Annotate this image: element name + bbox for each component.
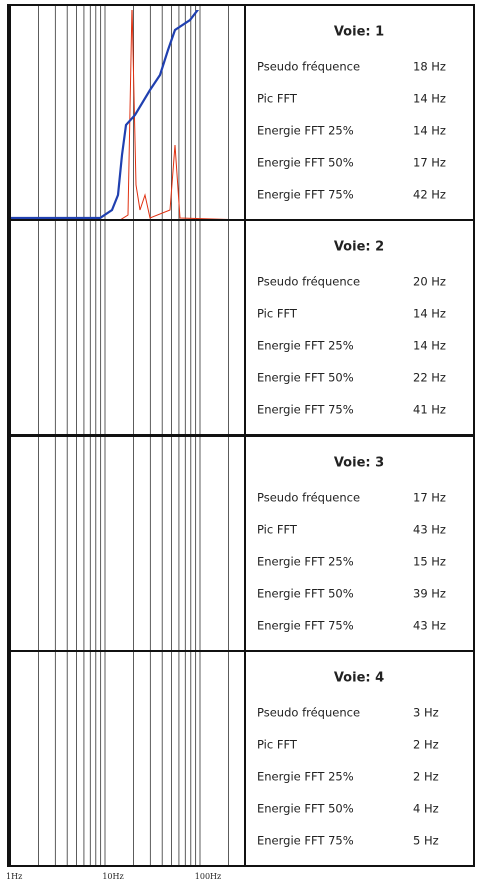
row-value: 43 Hz [413, 523, 446, 537]
row-value: 17 Hz [413, 156, 446, 170]
row-value: 17 Hz [413, 491, 446, 505]
row-value: 39 Hz [413, 587, 446, 601]
row-label: Energie FFT 25% [257, 555, 354, 569]
row-value: 14 Hz [413, 307, 446, 321]
row-label: Pic FFT [257, 738, 298, 752]
row-value: 20 Hz [413, 275, 446, 289]
fft-curve [20, 10, 246, 221]
row-value: 14 Hz [413, 339, 446, 353]
row-label: Pic FFT [257, 523, 298, 537]
row-label: Energie FFT 50% [257, 156, 354, 170]
row-label: Pic FFT [257, 92, 298, 106]
row-label: Energie FFT 50% [257, 371, 354, 385]
row-label: Energie FFT 25% [257, 770, 354, 784]
chart-frame [9, 4, 246, 221]
row-value: 43 Hz [413, 619, 446, 633]
table-frame [244, 650, 475, 867]
row-label: Energie FFT 75% [257, 403, 354, 417]
panel: Voie: 3 Pseudo fréquence 17 Hz Pic FFT 43 Hz… [9, 435, 475, 652]
row-label: Pseudo fréquence [257, 275, 360, 289]
chart-frame [9, 219, 246, 436]
row-label: Pseudo fréquence [257, 491, 360, 505]
row-label: Energie FFT 75% [257, 834, 354, 848]
row-value: 5 Hz [413, 834, 439, 848]
panel-title: Voie: 4 [334, 671, 384, 686]
fft-curve [90, 220, 245, 434]
energy-curve [80, 436, 235, 646]
panel-title: Voie: 3 [334, 456, 384, 471]
row-label: Pseudo fréquence [257, 60, 360, 74]
fft-curve [90, 496, 245, 650]
row-value: 14 Hz [413, 124, 446, 138]
row-value: 15 Hz [413, 555, 446, 569]
row-label: Energie FFT 50% [257, 587, 354, 601]
row-label: Energie FFT 75% [257, 619, 354, 633]
panel-title: Voie: 1 [334, 25, 384, 40]
row-label: Energie FFT 25% [257, 339, 354, 353]
row-value: 3 Hz [413, 706, 439, 720]
row-value: 18 Hz [413, 60, 446, 74]
row-value: 4 Hz [413, 802, 439, 816]
panel: Voie: 1 Pseudo fréquence 18 Hz Pic FFT 14 Hz… [9, 4, 475, 221]
row-label: Pseudo fréquence [257, 706, 360, 720]
axis-label: 100Hz [195, 872, 221, 881]
row-value: 14 Hz [413, 92, 446, 106]
row-value: 41 Hz [413, 403, 446, 417]
chart-frame [9, 650, 246, 867]
row-value: 22 Hz [413, 371, 446, 385]
energy-curve [80, 220, 235, 430]
row-label: Energie FFT 75% [257, 188, 354, 202]
panel-title: Voie: 2 [334, 240, 384, 255]
row-value: 42 Hz [413, 188, 446, 202]
panel: Voie: 2 Pseudo fréquence 20 Hz Pic FFT 14 Hz… [9, 219, 475, 436]
chart-frame [9, 435, 246, 652]
row-label: Energie FFT 50% [257, 802, 354, 816]
row-label: Energie FFT 25% [257, 124, 354, 138]
panel: Voie: 4 Pseudo fréquence 3 Hz Pic FFT 2 Hz En… [9, 650, 475, 867]
fft-curve [10, 651, 150, 866]
energy-curve [10, 10, 200, 220]
row-value: 2 Hz [413, 770, 439, 784]
axis-label: 10Hz [102, 872, 123, 881]
row-label: Pic FFT [257, 307, 298, 321]
row-value: 2 Hz [413, 738, 439, 752]
axis-label: 1Hz [6, 872, 22, 881]
